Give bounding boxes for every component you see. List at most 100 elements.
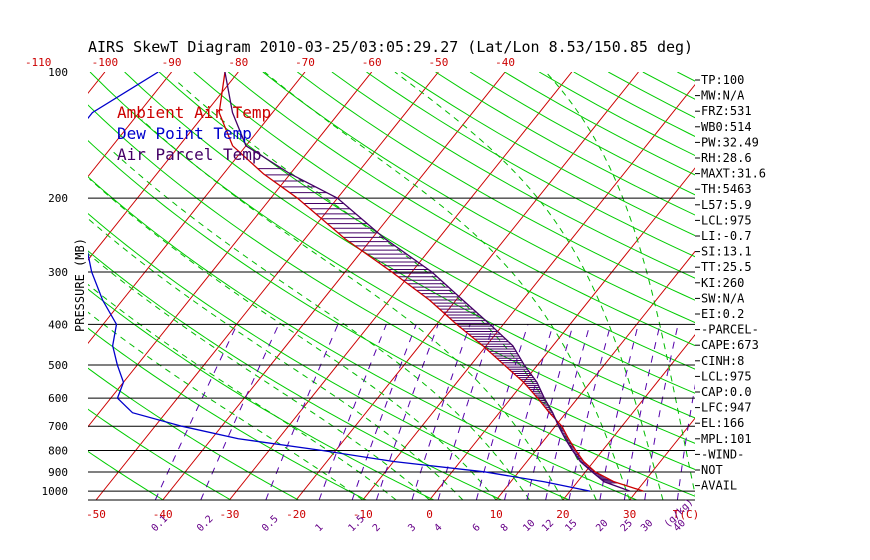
isotherm-line [429,167,695,500]
isotherm-line [229,72,573,500]
mixing-ratio-line [545,324,591,500]
stats-item: MAXT:31.6 [701,167,766,181]
moist-adiabat-line [88,283,397,500]
pressure-tick-label: 300 [48,266,68,279]
mixing-ratio-line [351,324,417,500]
stats-item: CAPE:673 [701,338,759,352]
pressure-tick-label: 200 [48,192,68,205]
mixing-ratio-line [475,324,529,500]
dry-adiabat-line [88,327,367,500]
stats-item: -WIND- [701,447,744,461]
isotherm-line [0,72,38,500]
isotherm-line [495,250,695,500]
mixing-ratio-tick-label: 1 [313,522,325,534]
stats-item: MW:N/A [701,89,745,103]
temp-unit-label: T(C) [673,508,700,521]
stats-item: L57:5.9 [701,198,752,212]
stats-item: CINH:8 [701,354,744,368]
mixing-ratio-line [623,324,661,500]
series-lines [88,72,644,492]
legend-entry: Dew Point Temp [117,124,252,143]
bottom-temp-tick-label: 20 [556,508,569,521]
chart-title: AIRS SkewT Diagram 2010-03-25/03:05:29.2… [88,38,693,56]
dry-adiabat-line [89,72,695,444]
isotherm-line [763,72,870,500]
pressure-tick-label: 700 [48,420,68,433]
dry-adiabat-line [88,408,232,500]
parcel-temp-line [224,72,631,492]
mixing-ratio-line [676,383,695,500]
isotherm-line [562,334,695,500]
mixing-ratio-line [437,324,495,500]
stats-item: TH:5463 [701,182,752,196]
stats-item: LCL:975 [701,213,752,227]
dry-adiabat-line [781,72,870,500]
dry-adiabat-line [158,72,695,394]
stats-item: WB0:514 [701,120,752,134]
mixing-ratio-line [568,324,612,500]
moist-adiabat-line [176,80,597,500]
dry-adiabat-line [88,104,695,470]
stats-item: PW:32.49 [701,135,759,149]
isotherm-line [95,72,439,500]
stats-item: CAP:0.0 [701,385,752,399]
mixing-ratio-line [411,324,471,500]
stats-item: EL:166 [701,416,744,430]
dry-adiabat-line [88,450,164,500]
mixing-ratio-tick-label: 30 [639,518,655,534]
dry-adiabat-line [850,72,870,500]
top-temp-tick-label: -50 [428,56,448,69]
dry-adiabat-line [88,176,637,500]
bottom-temp-tick-label: -40 [153,508,173,521]
mixing-ratio-tick-label: 12 [540,518,556,534]
dry-adiabat-line [88,250,502,500]
dry-adiabat-line [193,72,695,370]
dry-adiabat-line [435,72,695,216]
isotherm-line [295,72,639,500]
pressure-tick-label: 600 [48,392,68,405]
moist-adiabat-line [394,72,664,500]
mixing-ratio-line [375,324,439,500]
top-temp-tick-label: -80 [228,56,248,69]
mixing-ratio-line [318,324,387,500]
bottom-temp-tick-label: -10 [353,508,373,521]
stats-item: LI:-0.7 [701,229,752,243]
stats-item: AVAIL [701,479,737,493]
isotherm-line [830,72,870,500]
isotherm-line [629,417,695,500]
pressure-tick-label: 500 [48,359,68,372]
stats-item: NOT [701,463,723,477]
bottom-temp-tick-label: 30 [623,508,636,521]
stats-item: LFC:947 [701,401,752,415]
top-temp-tick-label: -110 [25,56,52,69]
stats-item: EI:0.2 [701,307,744,321]
moist-adiabat-line [88,217,464,500]
grid-lines [0,72,870,500]
legend: Ambient Air Temp Dew Point Temp Air Parcel… [117,103,271,164]
mixing-ratio-tick-label: 3 [406,522,418,534]
bottom-temp-tick-label: -50 [86,508,106,521]
bottom-temp-tick-label: -20 [286,508,306,521]
mixing-ratio-line [504,324,554,500]
stats-item: SI:13.1 [701,245,752,259]
stats-item: SW:N/A [701,291,745,305]
mixing-ratio-tick-label: 0.2 [195,514,216,535]
bottom-temp-tick-label: 0 [426,508,433,521]
mixing-ratio-line [265,324,339,500]
dewpoint-line [88,72,591,492]
moist-adiabat-line [545,72,695,497]
top-temp-tick-label: -100 [92,56,119,69]
dry-adiabat-line [366,72,695,258]
stats-item: LCL:975 [701,369,752,383]
mixing-ratio-tick-label: 0.5 [260,514,281,535]
mixing-ratio-line [200,324,280,500]
isotherm-line [162,72,506,500]
top-temp-tick-label: -90 [162,56,182,69]
mixing-ratio-tick-label: 10 [521,518,537,534]
pressure-tick-label: 100 [48,66,68,79]
dry-adiabat-line [297,72,695,301]
pressure-tick-label: 800 [48,445,68,458]
isotherm-line [88,72,172,178]
